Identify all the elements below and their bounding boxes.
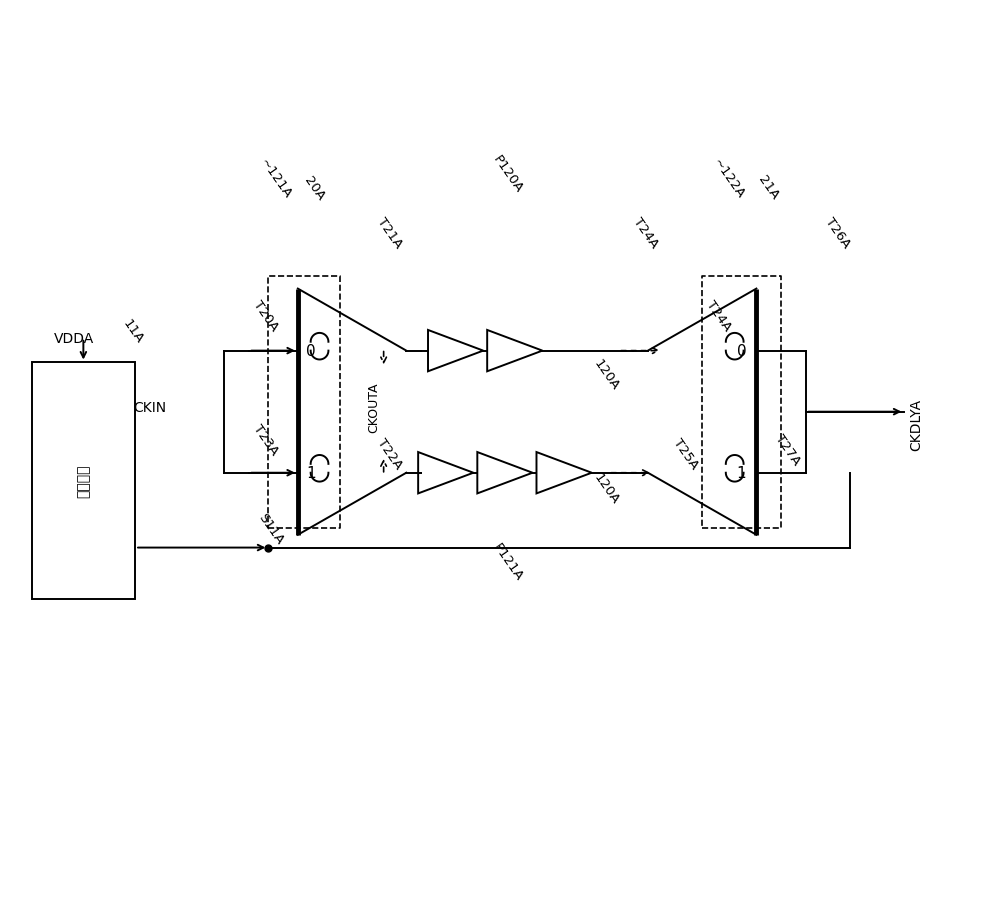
Text: 1: 1 <box>737 466 746 481</box>
Text: T26A: T26A <box>822 216 852 251</box>
Text: P121A: P121A <box>490 540 525 583</box>
Text: ~122A: ~122A <box>710 156 747 200</box>
Text: T22A: T22A <box>374 435 405 471</box>
Text: P120A: P120A <box>490 153 525 195</box>
Text: ~121A: ~121A <box>257 156 294 200</box>
Text: T24A: T24A <box>704 298 734 333</box>
Text: S11A: S11A <box>256 510 286 546</box>
Text: T27A: T27A <box>773 432 803 467</box>
Text: 0: 0 <box>737 343 746 359</box>
Text: T20A: T20A <box>250 298 280 333</box>
Text: CKOUTA: CKOUTA <box>367 382 380 433</box>
Text: 20A: 20A <box>302 174 327 202</box>
Text: 1: 1 <box>306 466 315 481</box>
Text: CKDLYA: CKDLYA <box>909 398 923 450</box>
FancyBboxPatch shape <box>32 363 135 599</box>
Text: T25A: T25A <box>670 435 701 471</box>
Text: T23A: T23A <box>250 422 280 457</box>
Text: 11A: 11A <box>120 317 146 346</box>
Text: CKIN: CKIN <box>134 400 167 415</box>
Text: 0: 0 <box>306 343 315 359</box>
Text: VDDA: VDDA <box>54 332 95 345</box>
Text: T24A: T24A <box>631 216 661 251</box>
Text: T21A: T21A <box>374 215 405 251</box>
Text: 21A: 21A <box>755 173 781 202</box>
Text: 120A: 120A <box>591 357 622 393</box>
Text: 120A: 120A <box>591 471 622 507</box>
Text: 决定电路: 决定电路 <box>76 465 90 497</box>
